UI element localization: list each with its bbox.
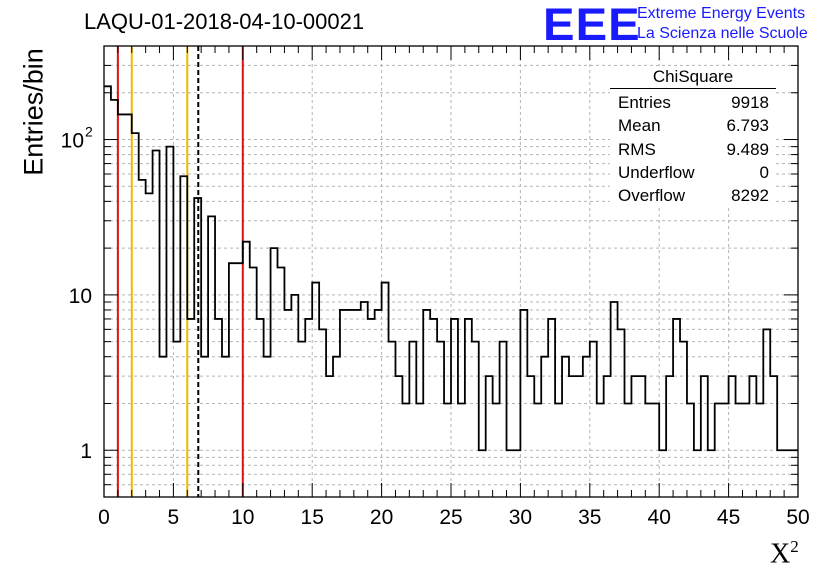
stats-value: 0: [759, 162, 769, 182]
x-axis-label-base: X: [770, 538, 791, 570]
axis-ticks: [103, 45, 799, 498]
x-tick-label: 25: [439, 506, 462, 529]
stats-label: Mean: [618, 116, 661, 136]
eee-logo: EEE: [543, 0, 641, 50]
x-tick-label: 30: [509, 506, 532, 529]
stats-row-rms: RMS 9.489: [610, 138, 776, 161]
x-tick-label: 0: [98, 506, 110, 529]
chart-title: LAQU-01-2018-04-10-00021: [84, 9, 365, 34]
x-tick-label: 40: [648, 506, 671, 529]
stats-value: 9918: [731, 93, 769, 112]
stats-label: Overflow: [618, 186, 686, 206]
stats-title: ChiSquare: [610, 66, 776, 89]
histogram-outline: [104, 85, 798, 452]
stats-label: RMS: [618, 139, 656, 159]
stats-box: ChiSquare Entries 9918 Mean 6.793 RMS 9.489…: [610, 66, 776, 208]
x-tick-label: 50: [786, 506, 809, 529]
x-tick-label: 15: [301, 506, 324, 529]
stats-value: 9.489: [726, 139, 769, 159]
x-tick-label: 20: [370, 506, 393, 529]
stats-label: Entries: [618, 93, 671, 112]
stats-row-overflow: Overflow 8292: [610, 184, 776, 207]
y-axis-label: Entries/bin: [18, 48, 49, 176]
y-tick-label-exponent: 2: [85, 124, 93, 140]
histogram: [104, 85, 798, 452]
y-tick-label: 1: [80, 440, 92, 463]
x-tick-label: 5: [168, 506, 180, 529]
stats-row-entries: Entries 9918: [610, 91, 776, 114]
stats-label: Underflow: [618, 162, 695, 182]
stats-value: 6.793: [726, 116, 769, 136]
logo-caption: Extreme Energy Events La Scienza nelle S…: [637, 4, 808, 44]
logo-caption-line1: Extreme Energy Events: [637, 5, 806, 22]
y-tick-label: 10: [61, 130, 84, 153]
logo-caption-line2: La Scienza nelle Scuole: [637, 25, 808, 42]
x-tick-label: 45: [717, 506, 740, 529]
stats-row-mean: Mean 6.793: [610, 114, 776, 137]
x-axis-label: X2: [770, 537, 799, 570]
y-tick-label: 10: [69, 285, 92, 308]
x-tick-label: 10: [231, 506, 254, 529]
stats-value: 8292: [731, 186, 769, 206]
stats-row-underflow: Underflow 0: [610, 161, 776, 184]
x-tick-label: 35: [578, 506, 601, 529]
x-axis-label-sup: 2: [790, 537, 799, 556]
